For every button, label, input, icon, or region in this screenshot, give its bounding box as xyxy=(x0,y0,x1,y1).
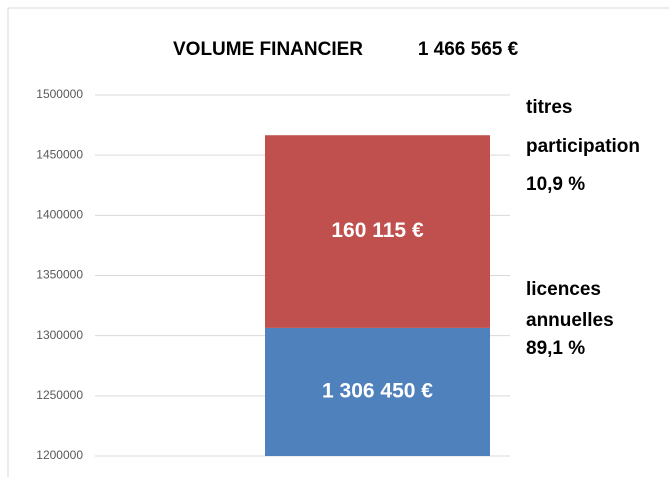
total-label: 1 466 565 € xyxy=(418,39,519,60)
bar-segment xyxy=(265,327,490,456)
y-tick-label: 1200000 xyxy=(36,448,83,462)
share-label: 10,9 % xyxy=(526,174,585,195)
y-tick-label: 1350000 xyxy=(36,268,83,282)
share-label: 89,1 % xyxy=(526,338,585,359)
y-tick-label: 1250000 xyxy=(36,388,83,402)
value-label: 1 306 450 € xyxy=(322,379,433,402)
y-tick-label: 1300000 xyxy=(36,328,83,342)
series-name: licences annuelles xyxy=(526,279,614,331)
bar-segment xyxy=(265,135,490,328)
value-label: 160 115 € xyxy=(331,219,424,242)
y-tick-label: 1500000 xyxy=(36,87,83,101)
y-tick-label: 1450000 xyxy=(36,147,83,161)
chart-title: VOLUME FINANCIER xyxy=(173,39,363,60)
series-name: titres participation xyxy=(526,97,640,157)
y-tick-label: 1400000 xyxy=(36,208,83,222)
